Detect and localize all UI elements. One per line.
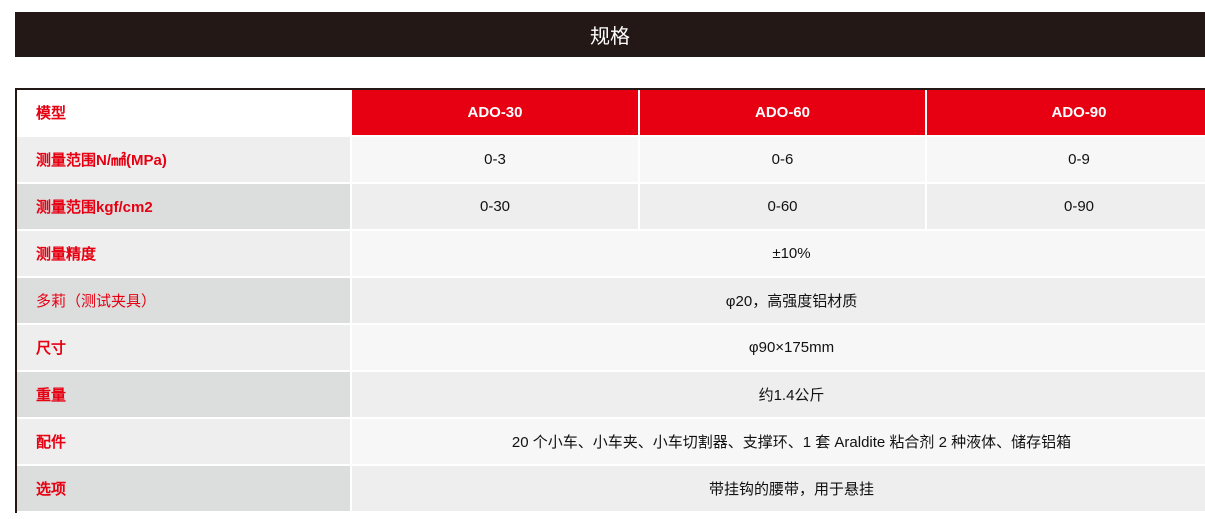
table-cell: 0-90 [927, 184, 1205, 229]
row-label: 选项 [17, 466, 350, 511]
table-cell: ±10% [352, 231, 1205, 276]
table-cell: 0-30 [352, 184, 638, 229]
header-model: 模型 [17, 90, 350, 135]
table-cell: 20 个小车、小车夹、小车切割器、支撑环、1 套 Araldite 粘合剂 2 … [352, 419, 1205, 464]
spec-table: 模型 ADO-30 ADO-60 ADO-90 测量范围N/㎟(MPa) 0-3… [15, 88, 1205, 513]
table-cell: φ90×175mm [352, 325, 1205, 370]
header-ado-60: ADO-60 [640, 90, 925, 135]
row-label: 测量范围kgf/cm2 [17, 184, 350, 229]
table-cell: 约1.4公斤 [352, 372, 1205, 417]
row-label: 多莉（测试夹具） [17, 278, 350, 323]
table-cell: φ20，高强度铝材质 [352, 278, 1205, 323]
table-cell: 0-6 [640, 137, 925, 182]
table-cell: 0-60 [640, 184, 925, 229]
table-cell: 0-3 [352, 137, 638, 182]
row-label: 尺寸 [17, 325, 350, 370]
row-label: 重量 [17, 372, 350, 417]
table-cell: 带挂钩的腰带，用于悬挂 [352, 466, 1205, 511]
spec-title: 规格 [15, 12, 1205, 57]
header-ado-30: ADO-30 [352, 90, 638, 135]
row-label: 配件 [17, 419, 350, 464]
table-cell: 0-9 [927, 137, 1205, 182]
header-ado-90: ADO-90 [927, 90, 1205, 135]
row-label: 测量范围N/㎟(MPa) [17, 137, 350, 182]
row-label: 测量精度 [17, 231, 350, 276]
